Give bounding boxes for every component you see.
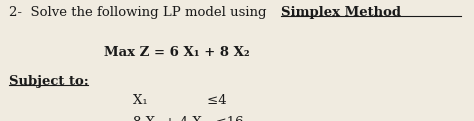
Text: Subject to:: Subject to: [9, 75, 89, 88]
Text: 2-  Solve the following LP model using: 2- Solve the following LP model using [9, 6, 271, 19]
Text: Max Z = 6 X₁ + 8 X₂: Max Z = 6 X₁ + 8 X₂ [104, 46, 250, 59]
Text: Simplex Method: Simplex Method [281, 6, 401, 19]
Text: 8 X₁ + 4 X₂  ≤16: 8 X₁ + 4 X₂ ≤16 [133, 116, 243, 121]
Text: X₁              ≤4: X₁ ≤4 [133, 94, 227, 107]
